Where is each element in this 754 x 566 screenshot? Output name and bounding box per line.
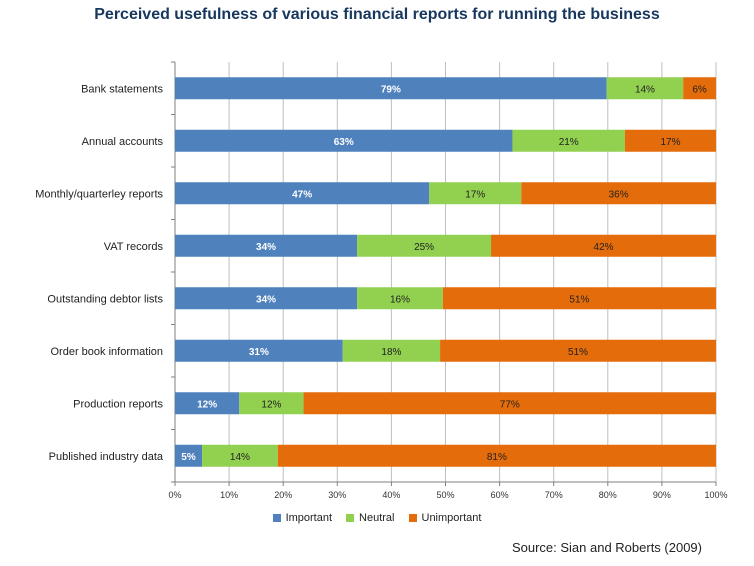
category-label: Production reports [73, 398, 163, 410]
data-label: 21% [559, 137, 579, 148]
legend-label: Unimportant [421, 512, 482, 524]
category-label: VAT records [104, 241, 164, 253]
x-tick-label: 30% [328, 490, 346, 500]
data-label: 14% [230, 452, 250, 463]
data-label: 36% [609, 189, 629, 200]
bar-segment-unimportant [303, 392, 716, 415]
data-label: 12% [197, 399, 217, 410]
source-note: Source: Sian and Roberts (2009) [511, 540, 702, 555]
data-label: 51% [569, 294, 589, 305]
x-tick-label: 60% [491, 490, 509, 500]
data-label: 51% [568, 347, 588, 358]
data-label: 17% [465, 189, 485, 200]
category-label: Annual accounts [82, 136, 164, 148]
data-label: 6% [692, 84, 707, 95]
data-label: 42% [594, 242, 614, 253]
data-label: 14% [635, 84, 655, 95]
category-label: Outstanding debtor lists [47, 293, 163, 305]
chart-title: Perceived usefulness of various financia… [94, 6, 660, 23]
data-label: 47% [292, 189, 312, 200]
category-label: Published industry data [49, 451, 164, 463]
bar-segment-neutral [357, 234, 492, 257]
data-label: 63% [334, 137, 354, 148]
bar-segment-important [175, 287, 358, 310]
data-label: 18% [381, 347, 401, 358]
bar-segment-unimportant [440, 339, 716, 362]
bar-segment-important [175, 444, 203, 467]
gridlines [171, 61, 717, 483]
data-label: 12% [261, 399, 281, 410]
bar-segment-important [175, 234, 358, 257]
bar-segment-neutral [429, 182, 522, 205]
x-tick-label: 100% [704, 490, 727, 500]
legend-swatch [272, 514, 281, 522]
data-label: 16% [390, 294, 410, 305]
legend-item: Unimportant [408, 512, 482, 524]
bar-segment-unimportant [683, 77, 716, 100]
legend-item: Neutral [346, 512, 395, 524]
legend-item: Important [272, 512, 333, 524]
bar-segment-neutral [512, 129, 625, 152]
category-label: Bank statements [81, 83, 163, 95]
legend-swatch [346, 514, 355, 522]
bar-segment-important [175, 182, 430, 205]
bar-segment-important [175, 129, 513, 152]
bar-segment-important [175, 392, 240, 415]
category-label: Monthly/quarterley reports [35, 188, 163, 200]
bars: 79% 14% 6% 63% 21% 17% 47% 17% 36% 34% 25% 42% 34% 16… [175, 77, 716, 467]
legend-label: Neutral [359, 512, 395, 524]
data-label: 17% [660, 137, 680, 148]
category-label: Order book information [51, 346, 164, 358]
data-label: 5% [181, 452, 196, 463]
data-label: 31% [249, 347, 269, 358]
x-tick-label: 20% [274, 490, 292, 500]
bar-segment-unimportant [521, 182, 716, 205]
bar-segment-unimportant [442, 287, 716, 310]
x-tick-label: 50% [436, 490, 454, 500]
bar-segment-unimportant [624, 129, 716, 152]
legend: Important Neutral Unimportant [0, 512, 754, 524]
bar-segment-unimportant [277, 444, 716, 467]
data-label: 81% [487, 452, 507, 463]
x-tick-label: 10% [220, 490, 238, 500]
bar-segment-neutral [606, 77, 684, 100]
data-label: 34% [256, 294, 276, 305]
data-label: 34% [256, 242, 276, 253]
data-label: 79% [381, 84, 401, 95]
x-tick-label: 70% [545, 490, 563, 500]
x-axis-ticks: 0% 10% 20% 30% 40% 50% 60% 70% 80% 90% 100% [168, 482, 728, 500]
category-labels: Bank statements Annual accounts Monthly/qu… [35, 83, 164, 463]
bar-segment-important [175, 77, 607, 100]
bar-segment-neutral [357, 287, 443, 310]
bar-segment-neutral [202, 444, 278, 467]
data-label: 77% [500, 399, 520, 410]
x-tick-label: 80% [599, 490, 617, 500]
legend-label: Important [285, 512, 333, 524]
x-tick-label: 0% [168, 490, 181, 500]
legend-swatch [408, 514, 417, 522]
bar-segment-neutral [239, 392, 304, 415]
bar-segment-neutral [342, 339, 441, 362]
x-tick-label: 40% [382, 490, 400, 500]
bar-segment-important [175, 339, 343, 362]
data-label: 25% [414, 242, 434, 253]
bar-segment-unimportant [491, 234, 716, 257]
x-tick-label: 90% [653, 490, 671, 500]
